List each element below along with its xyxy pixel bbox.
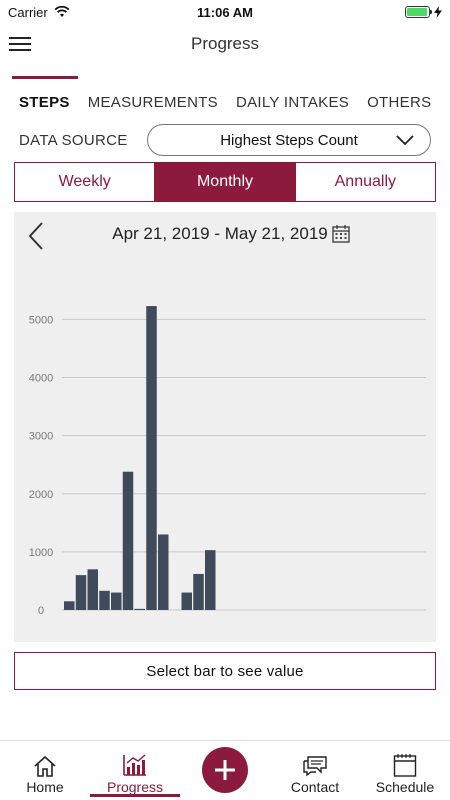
chart-bar[interactable] xyxy=(111,592,122,610)
steps-bar-chart: 0 1000 2000 3000 4000 5000 xyxy=(29,306,426,617)
period-annually-button[interactable]: Annually xyxy=(334,173,396,190)
status-right xyxy=(405,6,442,18)
calendar-icon[interactable] xyxy=(332,224,350,243)
tab-daily-intakes[interactable]: DAILY INTAKES xyxy=(235,94,350,111)
active-tab-indicator xyxy=(12,76,78,79)
hamburger-icon[interactable] xyxy=(8,34,32,54)
select-bar-hint-text: Select bar to see value xyxy=(146,662,304,680)
data-source-label: DATA SOURCE xyxy=(19,131,128,149)
nav-schedule[interactable]: Schedule xyxy=(370,741,440,800)
chart-panel: 0 1000 2000 3000 4000 5000 Apr 21, 2019 - May… xyxy=(14,212,436,642)
chart-bar[interactable] xyxy=(99,590,110,610)
y-tick-label: 3000 xyxy=(29,431,53,443)
data-source-row: DATA SOURCE xyxy=(19,124,128,156)
nav-schedule-label: Schedule xyxy=(375,779,435,795)
status-left: Carrier xyxy=(8,5,70,20)
chart-bar[interactable] xyxy=(193,573,204,610)
chart-bar[interactable] xyxy=(87,569,99,610)
bar-chart-icon xyxy=(123,754,146,776)
add-button[interactable] xyxy=(202,747,248,793)
wifi-icon xyxy=(54,6,70,17)
y-tick-label: 2000 xyxy=(29,489,53,501)
tabs-row: STEPS MEASUREMENTS DAILY INTAKES OTHERS xyxy=(19,94,431,111)
y-tick-label: 0 xyxy=(38,605,44,617)
chart-bar[interactable] xyxy=(122,471,134,610)
nav-contact-label: Contact xyxy=(290,779,340,795)
tab-steps[interactable]: STEPS xyxy=(19,94,70,111)
home-icon xyxy=(34,755,56,777)
period-weekly-button[interactable]: Weekly xyxy=(15,163,156,201)
chart-bar[interactable] xyxy=(134,608,146,610)
battery-icon xyxy=(405,6,432,18)
period-monthly-button[interactable]: Monthly xyxy=(155,163,296,201)
y-tick-label: 5000 xyxy=(29,314,53,326)
chart-bar[interactable] xyxy=(181,592,193,610)
schedule-icon xyxy=(393,754,417,777)
chart-bar[interactable] xyxy=(205,550,216,610)
nav-progress-underline xyxy=(90,794,180,797)
chat-icon xyxy=(303,756,327,777)
chevron-down-icon xyxy=(396,135,414,146)
category-tabs: STEPS MEASUREMENTS DAILY INTAKES OTHERS xyxy=(0,76,450,126)
nav-progress-label: Progress xyxy=(106,779,164,795)
tab-others[interactable]: OTHERS xyxy=(367,94,432,111)
tab-measurements[interactable]: MEASUREMENTS xyxy=(87,94,218,111)
chart-bar[interactable] xyxy=(64,601,75,610)
plus-icon xyxy=(215,760,235,780)
status-bar: Carrier 11:06 AM xyxy=(0,0,450,24)
page-title: Progress xyxy=(190,34,260,53)
period-toggle: Weekly Monthly Annually xyxy=(14,162,436,202)
data-source-select[interactable]: Highest Steps Count xyxy=(147,124,431,156)
data-source-value: Highest Steps Count xyxy=(220,131,358,149)
select-bar-hint: Select bar to see value xyxy=(14,652,436,690)
nav-progress[interactable]: Progress xyxy=(92,741,178,800)
chevron-left-icon[interactable] xyxy=(28,222,44,250)
chart-bar[interactable] xyxy=(75,575,87,610)
carrier-label: Carrier xyxy=(8,4,48,20)
nav-contact[interactable]: Contact xyxy=(284,741,346,800)
y-tick-label: 4000 xyxy=(29,373,53,385)
y-tick-label: 1000 xyxy=(29,547,53,559)
nav-home[interactable]: Home xyxy=(20,741,70,800)
battery-fill xyxy=(407,8,427,16)
chart-bar[interactable] xyxy=(146,306,157,610)
chart-bar[interactable] xyxy=(158,534,169,610)
charging-bolt-icon xyxy=(434,6,442,18)
nav-home-label: Home xyxy=(26,779,64,795)
date-range-label: Apr 21, 2019 - May 21, 2019 xyxy=(112,224,328,243)
app-header: Progress xyxy=(0,24,450,64)
